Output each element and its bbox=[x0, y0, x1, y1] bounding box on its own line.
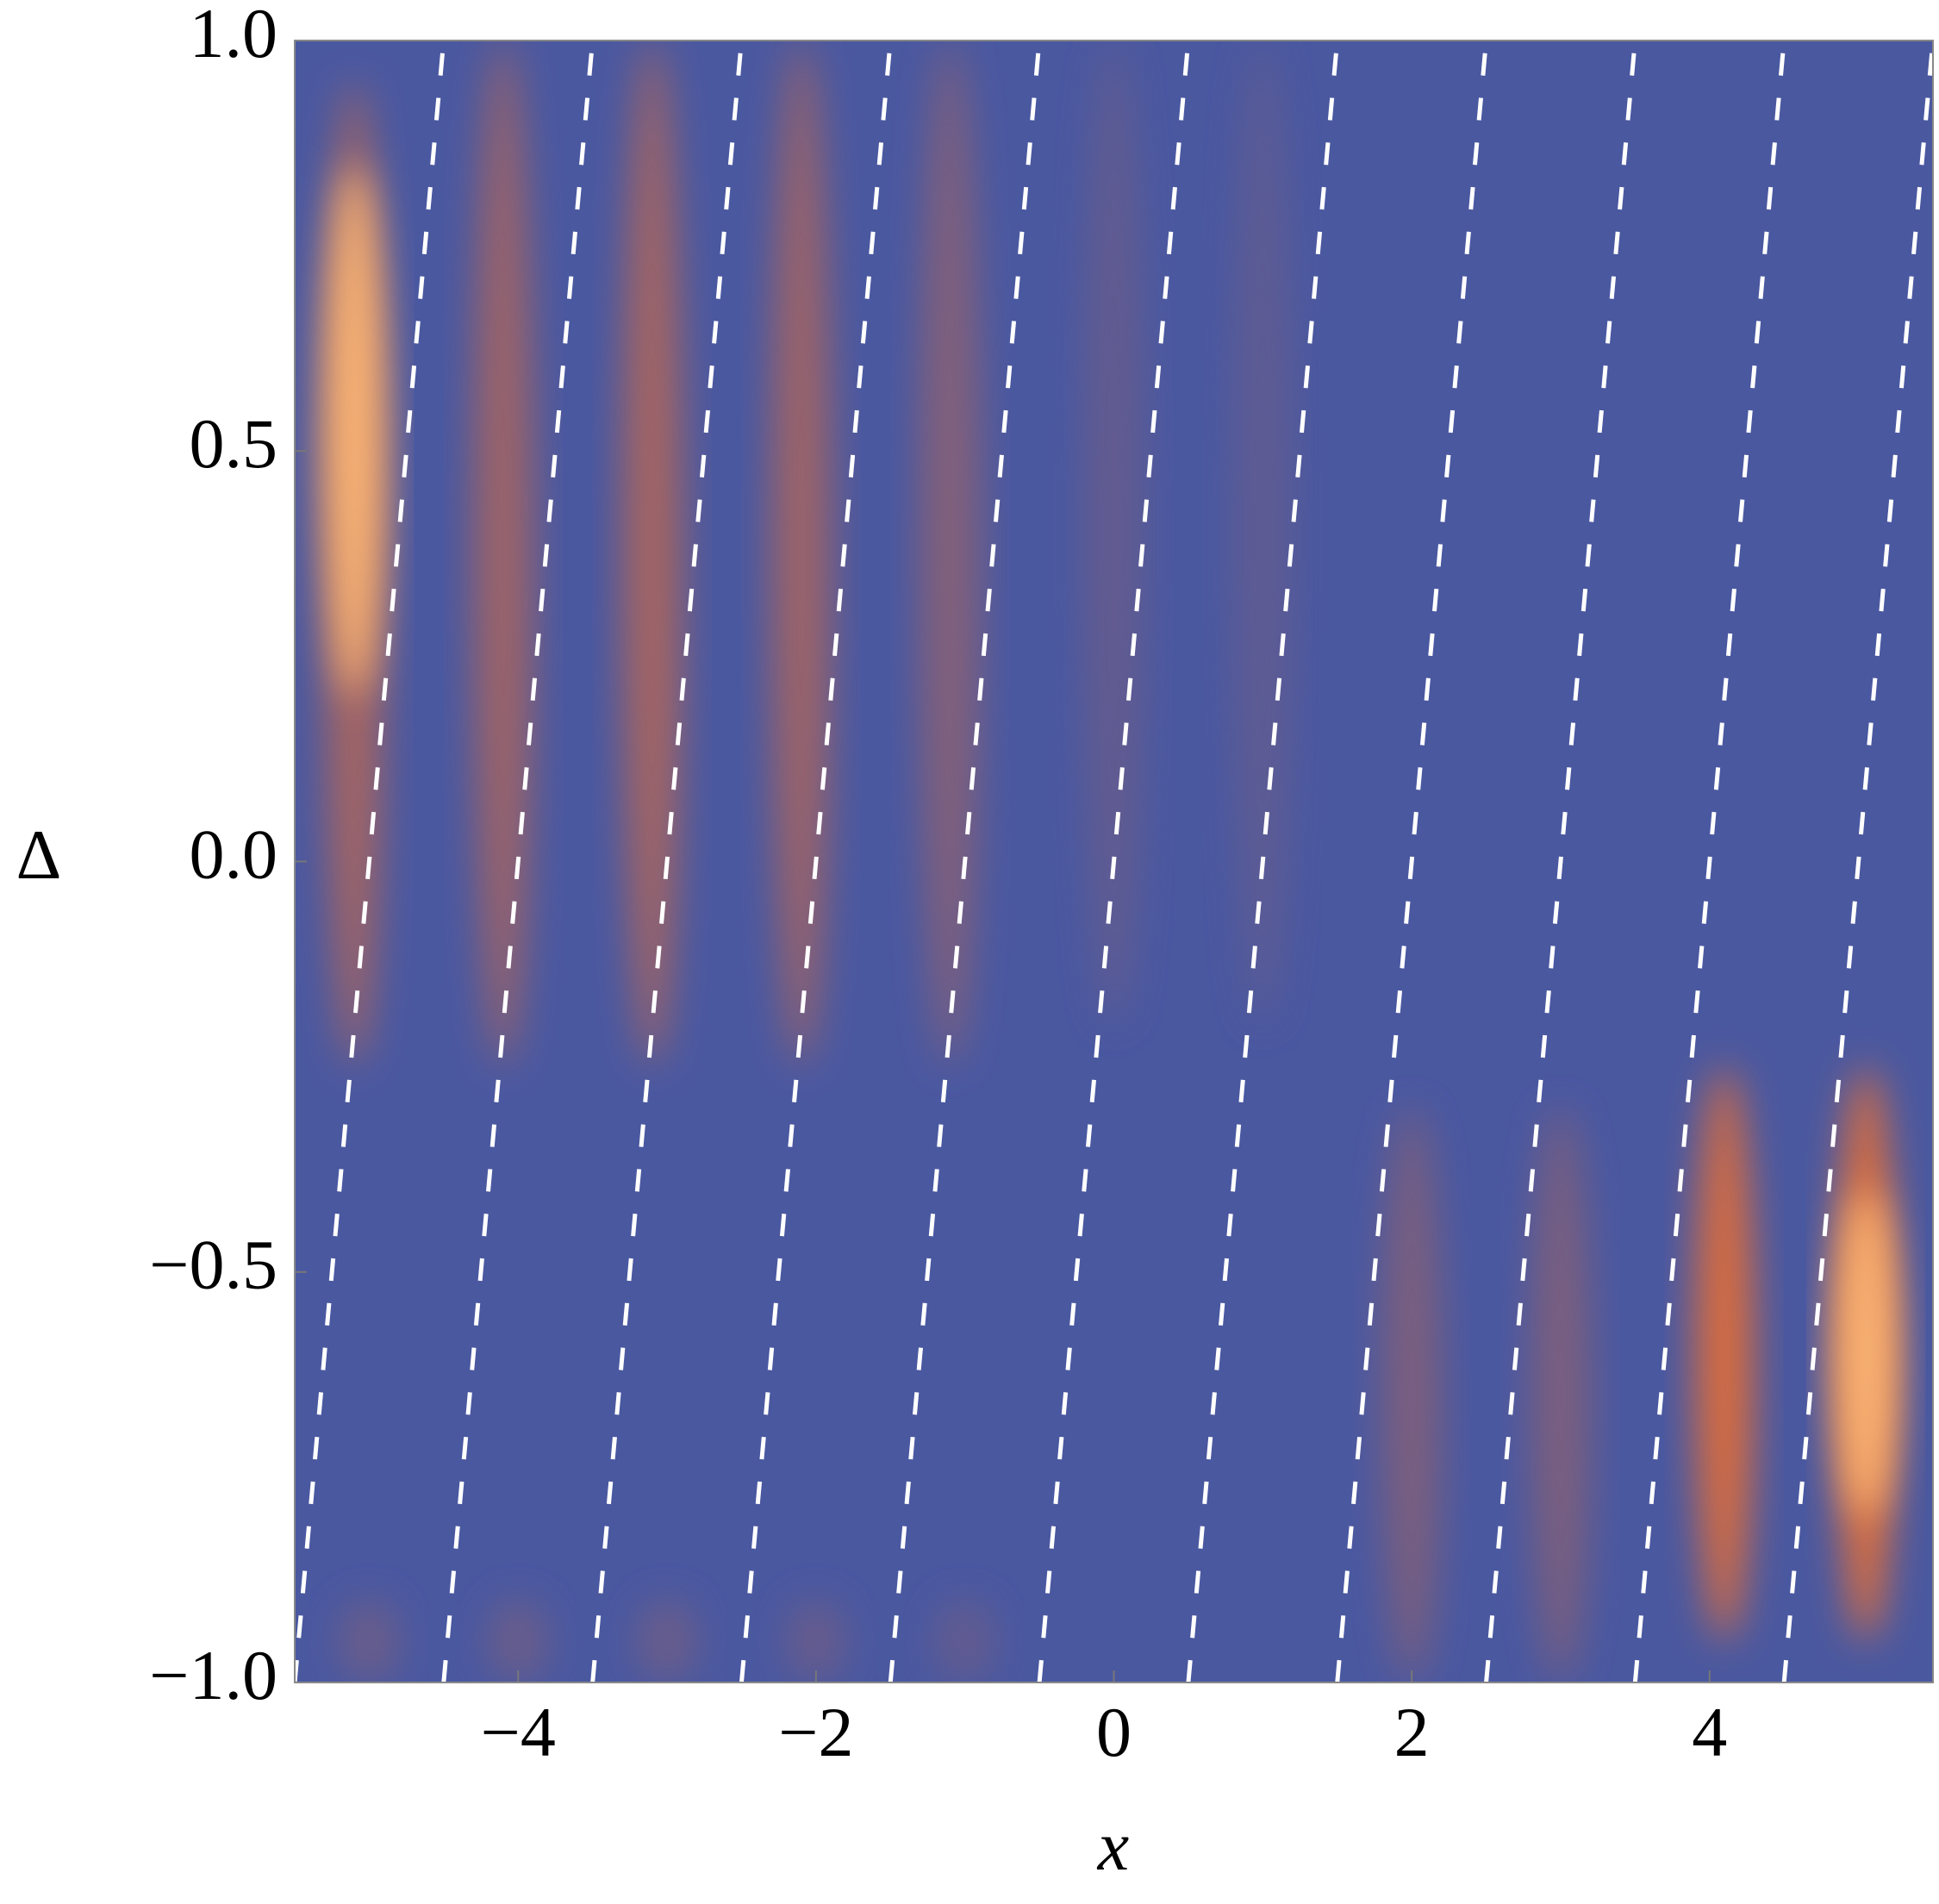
density-blob bbox=[1694, 1066, 1755, 1642]
density-blob bbox=[473, 41, 533, 1067]
x-tick-label: 4 bbox=[1692, 1693, 1727, 1771]
x-tick-label: −2 bbox=[778, 1693, 853, 1771]
x-tick-label: 2 bbox=[1394, 1693, 1430, 1771]
density-blob bbox=[920, 41, 980, 1067]
density-blob bbox=[324, 163, 384, 697]
y-tick-label: 0.0 bbox=[190, 815, 278, 893]
density-blob bbox=[771, 41, 832, 1067]
density-blob bbox=[622, 41, 683, 1067]
plot-frame bbox=[294, 40, 1934, 1683]
y-axis-label: Δ bbox=[16, 815, 62, 894]
density-blob bbox=[1381, 1108, 1442, 1682]
density-blob bbox=[637, 1600, 697, 1682]
dashed-line bbox=[1186, 41, 1340, 1682]
dashed-line bbox=[590, 41, 744, 1682]
x-tick-label: 0 bbox=[1096, 1693, 1132, 1771]
density-blob bbox=[1836, 1189, 1896, 1519]
y-tick-label: 1.0 bbox=[190, 0, 278, 72]
density-blob bbox=[786, 1600, 846, 1682]
density-blob bbox=[1083, 41, 1144, 1026]
x-tick-label: −4 bbox=[481, 1693, 556, 1771]
axes: −4 −2 0 2 4 −1.0 −0.5 0.0 0.5 1.0 bbox=[149, 0, 1727, 1771]
dashed-line bbox=[441, 41, 595, 1682]
dashed-line bbox=[1037, 41, 1191, 1682]
dashed-line bbox=[1781, 41, 1933, 1682]
dashed-line bbox=[888, 41, 1042, 1682]
dashed-line bbox=[739, 41, 893, 1682]
density-blob bbox=[488, 1600, 548, 1682]
density-blob bbox=[1531, 1108, 1591, 1682]
y-tick-label: 0.5 bbox=[190, 404, 278, 483]
density-blob bbox=[1232, 41, 1293, 1026]
dashed-line bbox=[1484, 41, 1637, 1682]
dashed-line bbox=[1335, 41, 1489, 1682]
dashed-line bbox=[295, 41, 446, 1682]
y-tick-label: −0.5 bbox=[149, 1226, 277, 1304]
density-layer bbox=[324, 41, 1896, 1682]
contour-layer bbox=[295, 41, 1933, 1682]
density-blob bbox=[935, 1600, 995, 1682]
y-tick-label: −1.0 bbox=[149, 1636, 277, 1714]
dashed-line bbox=[1632, 41, 1786, 1682]
x-axis-label: x bbox=[1097, 1807, 1129, 1885]
density-blob bbox=[339, 1600, 399, 1682]
